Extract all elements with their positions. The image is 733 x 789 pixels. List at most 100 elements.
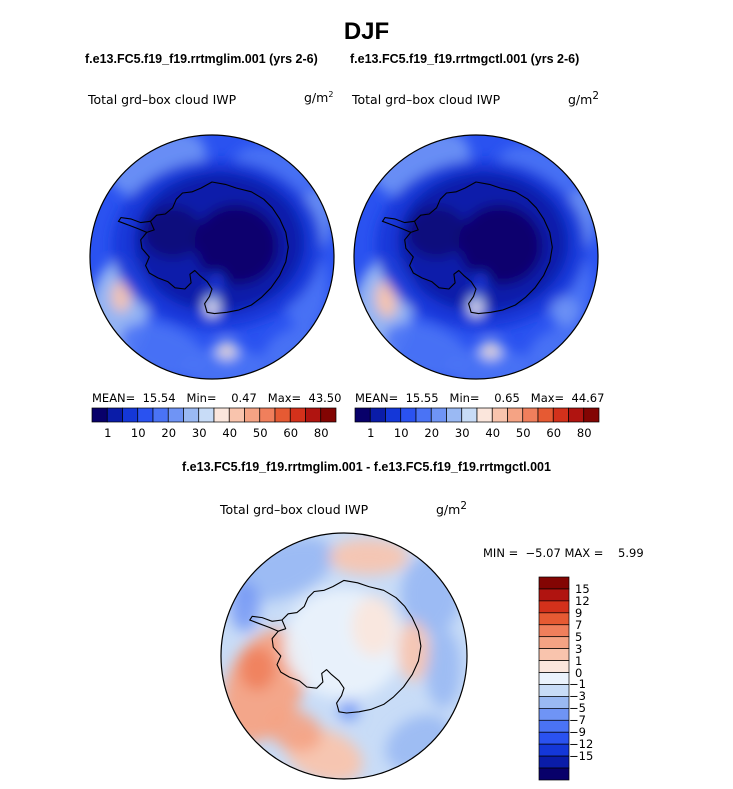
right-polar-map — [353, 134, 599, 380]
colorbar-tick-label: −3 — [569, 689, 586, 704]
colorbar-tick-label: −12 — [569, 737, 594, 752]
colorbar-swatch — [538, 576, 570, 590]
right-variable-label: Total grd–box cloud IWP — [352, 92, 501, 107]
colorbar-swatch — [538, 624, 570, 638]
page-title: DJF — [343, 18, 390, 45]
colorbar-swatch — [320, 407, 337, 423]
left-colorbar-ticks: 1 10 20 30 40 50 60 80 — [92, 426, 336, 440]
colorbar-swatch — [461, 407, 478, 423]
colorbar-tick-label: −1 — [569, 677, 586, 692]
colorbar-tick-label: 40 — [222, 426, 238, 440]
right-colorbar-ticks: 1 10 20 30 40 50 60 80 — [355, 426, 599, 440]
colorbar-swatch — [538, 612, 570, 626]
difference-colorbar-ticks: 15 12 9 7 5 3 1 0 −1 −3 −5 −7 −9 −12 −15 — [569, 577, 615, 780]
colorbar-swatch — [152, 407, 169, 423]
colorbar-swatch — [538, 755, 570, 769]
colorbar-tick-label: 0 — [575, 665, 583, 680]
colorbar-swatch — [244, 407, 261, 423]
colorbar-tick-label: 20 — [424, 426, 440, 440]
colorbar-tick-label: 20 — [161, 426, 177, 440]
colorbar-swatch — [538, 672, 570, 685]
colorbar-swatch — [228, 407, 245, 423]
left-colorbar — [91, 407, 337, 423]
peninsula-coastline — [381, 217, 415, 233]
colorbar-swatch — [400, 407, 417, 423]
colorbar-swatch — [259, 407, 276, 423]
colorbar-swatch — [274, 407, 291, 423]
colorbar-swatch — [538, 588, 570, 602]
colorbar-swatch — [183, 407, 200, 423]
difference-colorbar — [538, 576, 570, 781]
difference-polar-map — [220, 532, 468, 780]
colorbar-swatch — [198, 407, 215, 423]
colorbar-tick-label: 9 — [575, 605, 583, 620]
colorbar-swatch — [538, 636, 570, 649]
left-case-title: f.e13.FC5.f19_f19.rrtmglim.001 (yrs 2-6) — [85, 52, 318, 66]
diff-stats: MIN = −5.07 MAX = 5.99 — [483, 546, 644, 560]
colorbar-tick-label: 50 — [515, 426, 531, 440]
colorbar-tick-label: 50 — [252, 426, 268, 440]
colorbar-tick-label: 60 — [546, 426, 562, 440]
colorbar-tick-label: −7 — [569, 713, 586, 728]
colorbar-tick-label: 1 — [104, 426, 112, 440]
colorbar-swatch — [538, 719, 570, 733]
left-variable-label: Total grd–box cloud IWP — [88, 92, 237, 107]
colorbar-swatch — [507, 407, 524, 423]
right-unit-label: g/m2 — [568, 90, 599, 108]
colorbar-swatch — [122, 407, 139, 423]
left-polar-map — [89, 134, 335, 380]
colorbar-tick-label: 12 — [575, 593, 590, 608]
right-case-title: f.e13.FC5.f19_f19.rrtmgctl.001 (yrs 2-6) — [350, 52, 580, 66]
colorbar-swatch — [476, 407, 493, 423]
colorbar-swatch — [491, 407, 508, 423]
colorbar-swatch — [91, 407, 108, 423]
left-stats: MEAN= 15.54 Min= 0.47 Max= 43.50 — [92, 391, 342, 405]
colorbar-tick-label: −9 — [569, 725, 586, 740]
antarctica-coastline — [140, 181, 289, 315]
colorbar-tick-label: 7 — [575, 617, 583, 632]
colorbar-swatch — [289, 407, 306, 423]
colorbar-swatch — [538, 648, 570, 661]
antarctica-coastline — [271, 579, 422, 714]
colorbar-tick-label: 60 — [283, 426, 299, 440]
colorbar-tick-label: 30 — [191, 426, 207, 440]
left-unit-label: g/m2 — [304, 90, 334, 106]
colorbar-swatch — [213, 407, 230, 423]
colorbar-swatch — [137, 407, 154, 423]
colorbar-swatch — [369, 407, 386, 423]
map-boundary — [89, 134, 335, 380]
colorbar-tick-label: 40 — [485, 426, 501, 440]
colorbar-swatch — [568, 407, 585, 423]
map-boundary — [353, 134, 599, 380]
colorbar-tick-label: 1 — [575, 653, 583, 668]
colorbar-swatch — [552, 407, 569, 423]
peninsula-coastline — [117, 217, 151, 233]
colorbar-swatch — [538, 684, 570, 697]
difference-title: f.e13.FC5.f19_f19.rrtmglim.001 - f.e13.F… — [182, 460, 551, 474]
colorbar-swatch — [538, 767, 570, 781]
colorbar-swatch — [446, 407, 463, 423]
colorbar-swatch — [305, 407, 322, 423]
colorbar-swatch — [538, 708, 570, 721]
colorbar-swatch — [385, 407, 402, 423]
colorbar-tick-label: 30 — [454, 426, 470, 440]
colorbar-swatch — [583, 407, 600, 423]
right-stats: MEAN= 15.55 Min= 0.65 Max= 44.67 — [355, 391, 605, 405]
colorbar-swatch — [106, 407, 123, 423]
right-colorbar — [354, 407, 600, 423]
antarctica-coastline — [404, 181, 553, 315]
colorbar-swatch — [538, 696, 570, 709]
colorbar-swatch — [415, 407, 432, 423]
diff-variable-label: Total grd–box cloud IWP — [220, 502, 369, 517]
colorbar-swatch — [354, 407, 371, 423]
colorbar-tick-label: 5 — [575, 629, 583, 644]
colorbar-tick-label: 80 — [313, 426, 329, 440]
colorbar-tick-label: 3 — [575, 641, 583, 656]
diff-unit-label: g/m2 — [436, 500, 467, 518]
colorbar-swatch — [538, 660, 570, 673]
colorbar-swatch — [538, 600, 570, 614]
colorbar-swatch — [522, 407, 539, 423]
colorbar-swatch — [538, 731, 570, 745]
map-boundary — [220, 532, 468, 780]
colorbar-swatch — [537, 407, 554, 423]
